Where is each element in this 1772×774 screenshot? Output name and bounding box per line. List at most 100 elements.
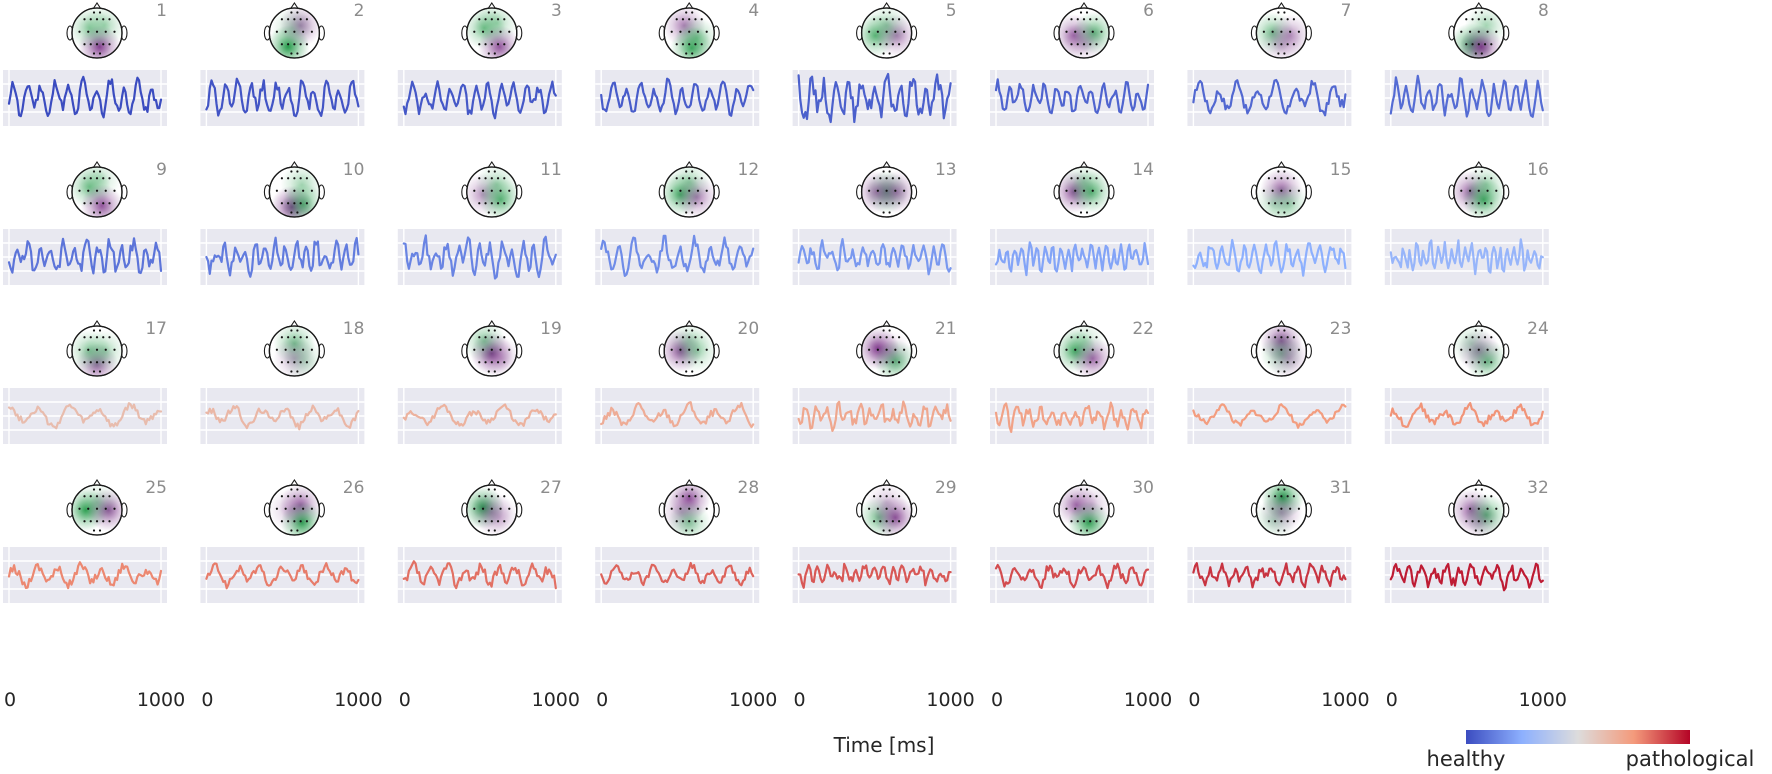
sensor-dot (104, 348, 107, 351)
sensor-dot (284, 189, 287, 192)
sensor-dot (1280, 177, 1283, 180)
sensor-dot (685, 52, 688, 55)
topomap-activity (466, 167, 517, 217)
sensor-dot (1076, 202, 1079, 205)
sensor-dot (1471, 18, 1474, 21)
sensor-dot (108, 18, 111, 21)
sensor-dot (89, 18, 92, 21)
sensor-dot (473, 30, 476, 33)
sensor-dot (1079, 329, 1083, 332)
sensor-dot (293, 177, 296, 180)
sensor-dot (885, 43, 888, 46)
sensor-dot (305, 202, 308, 205)
panel-number: 1 (156, 1, 167, 21)
sensor-dot (1483, 18, 1487, 21)
sensor-dot (1283, 329, 1286, 332)
sensor-dot (879, 202, 882, 205)
positive-activation (1465, 167, 1504, 206)
eeg-trace (600, 561, 755, 587)
eeg-trace (205, 562, 360, 590)
sensor-dot (499, 507, 502, 510)
topomap-activity (1256, 168, 1307, 217)
sensor-dot (898, 202, 901, 205)
sensor-dot (1091, 30, 1094, 33)
sensor-dot (1465, 202, 1468, 205)
sensor-dot (499, 348, 502, 351)
sensor-dot (496, 202, 500, 205)
sensor-dot (83, 336, 86, 339)
sensor-dot (700, 202, 703, 205)
sensor-dot (1289, 507, 1292, 510)
sensor-dot (1082, 18, 1086, 21)
sensor-dot (1490, 202, 1493, 205)
sensor-dot (1490, 520, 1493, 523)
sensor-dot (885, 361, 888, 364)
x-tick-label: 1000 (334, 689, 382, 711)
eeg-trace (994, 562, 1150, 590)
sensor-dot (873, 495, 876, 498)
sensor-dot (688, 336, 691, 339)
sensor-dot (1465, 177, 1468, 180)
sensor-dot (1277, 329, 1280, 332)
panel-24: 24 (1384, 319, 1549, 444)
sensor-dot (1274, 495, 1277, 498)
sensor-dot (1474, 170, 1477, 173)
topomap-activity (1059, 485, 1109, 535)
positive-activation (270, 8, 314, 50)
sensor-dot (490, 189, 493, 192)
sensor-dot (1082, 177, 1086, 180)
sensor-dot (1076, 361, 1079, 364)
sensor-dot (700, 520, 703, 523)
sensor-dot (290, 11, 293, 14)
sensor-dot (885, 177, 888, 180)
sensor-dot (484, 361, 487, 364)
sensor-dot (487, 370, 490, 373)
sensor-dot (1483, 361, 1487, 364)
sensor-dot (685, 329, 688, 332)
sensor-dot (95, 18, 99, 21)
panel-number: 2 (354, 1, 365, 21)
sensor-dot (1490, 18, 1493, 21)
sensor-dot (1095, 18, 1098, 21)
sensor-dot (1286, 361, 1289, 364)
sensor-dot (95, 495, 99, 498)
sensor-dot (888, 488, 891, 491)
sensor-dot (293, 520, 296, 523)
sensor-dot (688, 361, 691, 364)
sensor-dot (885, 495, 888, 498)
sensor-dot (293, 348, 296, 351)
sensor-dot (310, 507, 313, 510)
sensor-dot (694, 202, 697, 205)
sensor-dot (95, 202, 99, 205)
eeg-trace (205, 236, 360, 278)
sensor-dot (1095, 336, 1098, 339)
sensor-dot (496, 361, 500, 364)
sensor-dot (503, 43, 506, 46)
sensor-dot (1286, 18, 1289, 21)
sensor-dot (1065, 30, 1068, 33)
positive-activation (670, 26, 713, 58)
sensor-dot (1465, 495, 1468, 498)
sensor-dot (688, 43, 691, 46)
sensor-dot (302, 507, 305, 510)
sensor-dot (1480, 211, 1483, 214)
eeg-trace (797, 238, 952, 276)
sensor-dot (78, 507, 81, 510)
sensor-dot (1477, 189, 1480, 192)
sensor-dot (102, 361, 105, 364)
sensor-dot (290, 52, 293, 55)
sensor-dot (1483, 177, 1487, 180)
eeg-trace (1389, 74, 1544, 118)
sensor-dot (1477, 30, 1480, 33)
sensor-dot (681, 18, 685, 21)
sensor-dot (685, 529, 688, 532)
sensor-dot (104, 189, 107, 192)
sensor-dot (681, 495, 685, 498)
sensor-dot (102, 495, 105, 498)
sensor-dot (688, 30, 691, 33)
sensor-dot (888, 529, 891, 532)
sensor-dot (1480, 529, 1483, 532)
sensor-dot (1095, 43, 1098, 46)
sensor-dot (1095, 202, 1098, 205)
